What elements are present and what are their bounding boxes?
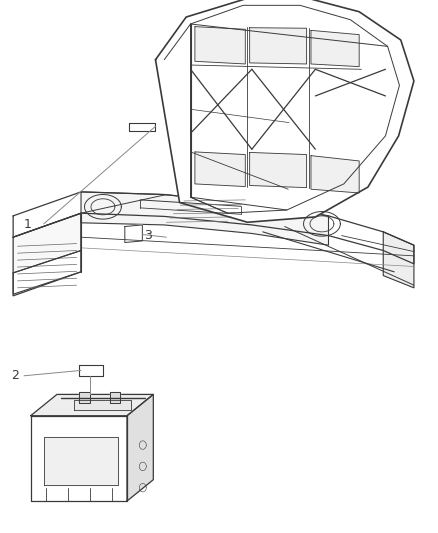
Polygon shape: [13, 213, 81, 296]
Polygon shape: [195, 27, 245, 64]
Polygon shape: [13, 251, 81, 294]
Polygon shape: [250, 28, 307, 64]
Text: 3: 3: [145, 229, 152, 242]
Polygon shape: [311, 156, 359, 193]
Polygon shape: [44, 437, 118, 485]
Polygon shape: [195, 152, 245, 187]
Text: 1: 1: [24, 217, 32, 231]
Polygon shape: [155, 0, 414, 222]
Polygon shape: [311, 30, 359, 67]
Polygon shape: [74, 400, 131, 410]
Polygon shape: [125, 225, 142, 243]
Polygon shape: [81, 192, 328, 245]
Polygon shape: [110, 392, 120, 403]
Polygon shape: [383, 232, 414, 288]
Polygon shape: [79, 365, 103, 376]
Polygon shape: [127, 394, 153, 501]
Polygon shape: [129, 123, 155, 131]
Text: 2: 2: [11, 369, 19, 383]
Polygon shape: [250, 152, 307, 188]
Polygon shape: [79, 392, 90, 403]
Polygon shape: [31, 394, 153, 416]
Polygon shape: [31, 416, 127, 501]
Polygon shape: [13, 192, 414, 264]
